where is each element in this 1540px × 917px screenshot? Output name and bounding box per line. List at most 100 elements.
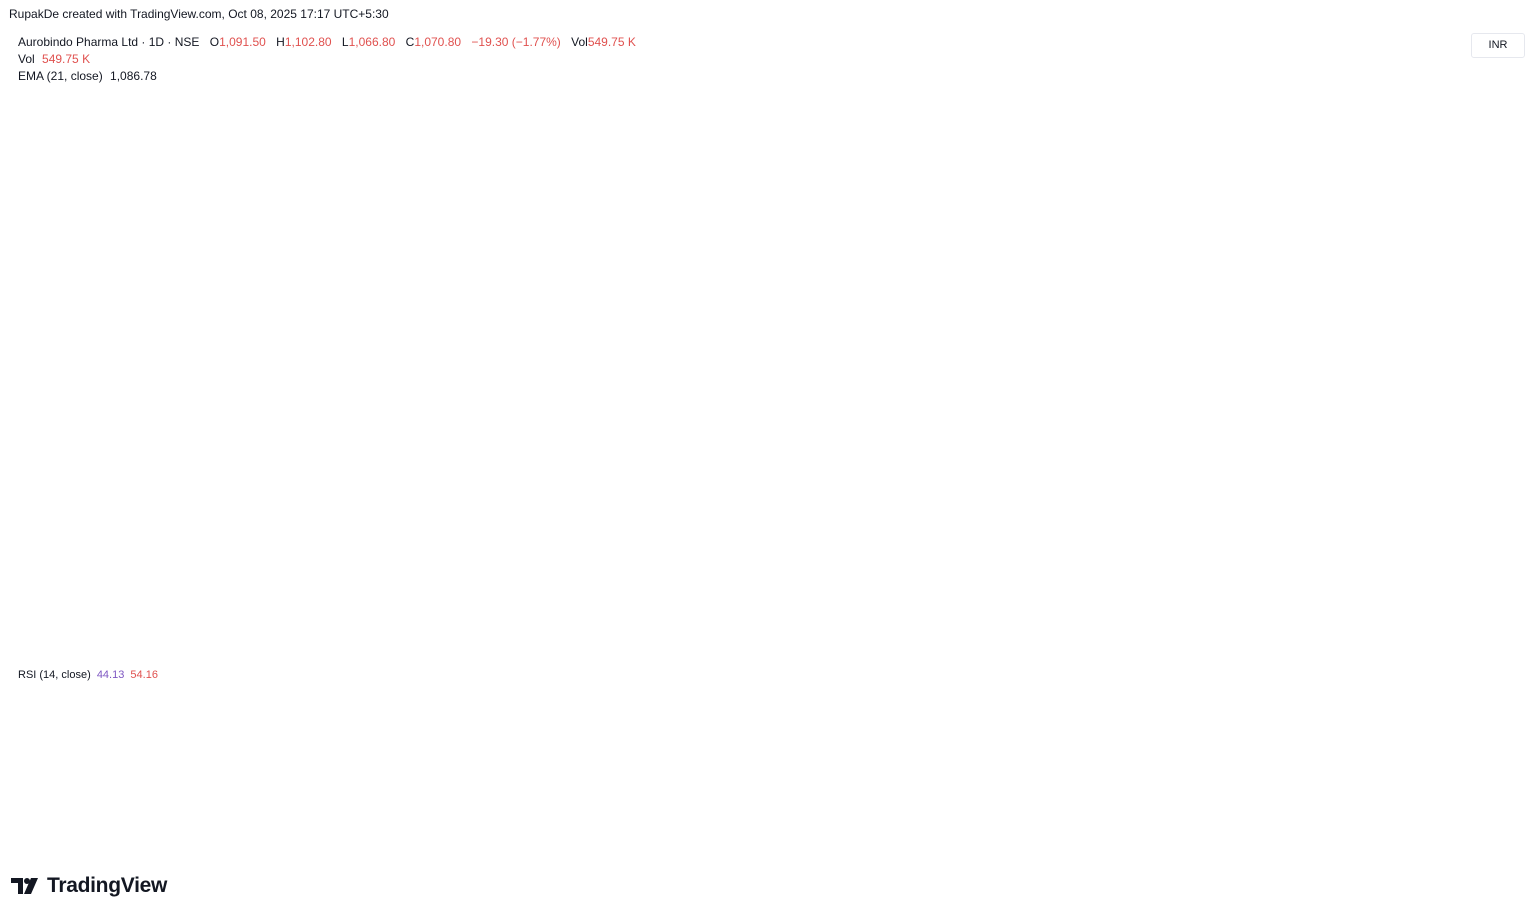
candle-body (527, 341, 533, 354)
candle (862, 344, 868, 486)
candle-body (558, 291, 565, 308)
candle-body (949, 439, 956, 447)
candle (391, 216, 397, 393)
candle (806, 394, 812, 426)
volume-bar (526, 636, 534, 660)
candle-body (806, 397, 812, 425)
candle (1053, 525, 1060, 563)
candle (790, 334, 796, 367)
volume-bar (279, 645, 286, 660)
candle (854, 287, 860, 362)
volume-bar (414, 642, 422, 660)
candle-body (231, 433, 238, 440)
candle-body (311, 127, 317, 197)
volume-bar (335, 636, 342, 660)
volume-bar (1205, 645, 1212, 660)
candle-body (159, 190, 166, 245)
rsi-value: 44.13 (96, 669, 125, 681)
volume-bar (55, 640, 63, 660)
ema-legend[interactable]: EMA (21, close) 1,086.78 (18, 69, 157, 83)
price-tick-label: 1,120.00 (1477, 377, 1520, 389)
candle (104, 398, 110, 455)
candle-body (1213, 426, 1219, 444)
candle-body (894, 497, 900, 518)
volume-bar (486, 620, 494, 660)
volume-bar (670, 624, 677, 660)
candle-body (327, 163, 333, 218)
volume-bar (15, 641, 23, 660)
volume-bar (1157, 623, 1164, 660)
candle (64, 395, 70, 434)
symbol-name[interactable]: Aurobindo Pharma Ltd · 1D · NSE (18, 35, 200, 49)
volume-bar (263, 635, 270, 660)
candle (1085, 387, 1091, 442)
volume-legend[interactable]: Vol 549.75 K (18, 52, 90, 66)
volume-bar (95, 640, 103, 660)
candle (128, 297, 134, 365)
rsi-tick-label: 50.00 (1477, 744, 1505, 756)
volume-bar (255, 635, 262, 660)
time-tick-label: Nov (1350, 837, 1370, 849)
candle (335, 168, 341, 212)
volume-bar (23, 640, 31, 660)
price-axis[interactable]: 1,280.00 1,260.00 1,240.00 1,220.00 1,200.00… (1477, 72, 1520, 657)
volume-bar (1069, 624, 1076, 660)
candle (415, 178, 421, 215)
candle-body (503, 289, 509, 337)
open-label: O (209, 35, 220, 49)
drawings[interactable] (818, 258, 1233, 465)
candle (319, 122, 325, 206)
time-tick-label: Aug (853, 837, 873, 849)
volume-bar (989, 605, 997, 660)
volume-bar (646, 642, 653, 660)
volume-bar (813, 637, 821, 660)
dot-drawing[interactable] (818, 258, 823, 261)
volume-value: 549.75 K (587, 35, 636, 49)
volume-bar (909, 642, 917, 660)
candle (247, 412, 254, 490)
volume-bar (215, 515, 222, 660)
candle (534, 308, 541, 350)
volume-bar (1101, 633, 1108, 660)
rsi-tick-label: 70.00 (1477, 673, 1505, 685)
volume-bar (566, 631, 574, 660)
candle-body (630, 433, 637, 447)
candle (965, 520, 972, 568)
candle (351, 140, 357, 208)
volume-bar (598, 603, 606, 660)
candle (750, 336, 756, 388)
price-tick-label: 1,023.00 (1477, 584, 1520, 596)
rsi-axis[interactable]: 70.00 60.00 50.00 40.00 30.00 (1477, 673, 1505, 827)
volume-bar (1173, 631, 1180, 660)
candle-body (989, 498, 996, 541)
candle-body (487, 255, 493, 337)
candle-body (295, 148, 301, 228)
currency-button[interactable]: INR (1471, 33, 1525, 58)
candle (694, 302, 700, 343)
candle (798, 347, 804, 433)
candle (989, 497, 996, 545)
volume-bar (1133, 628, 1140, 660)
price-tick-label: 1,100.00 (1477, 418, 1520, 430)
candle-body (1109, 432, 1115, 434)
time-tick-label: Mar (31, 837, 50, 849)
volume-bar (478, 606, 486, 660)
trendline-drawing[interactable] (1149, 455, 1233, 465)
candles (8, 88, 1227, 632)
candle (1029, 549, 1036, 596)
candle (662, 353, 669, 394)
volume-bar (638, 652, 645, 660)
candle (1181, 430, 1187, 468)
tradingview-logo[interactable]: TradingView (11, 874, 167, 898)
candle (519, 326, 525, 373)
volume-bar (973, 620, 981, 660)
volume-bar (407, 643, 414, 660)
candle-body (1149, 404, 1155, 443)
candle-body (638, 424, 645, 431)
price-tick-label: 1,260.00 (1477, 108, 1520, 120)
candle-body (614, 421, 621, 470)
symbol-legend[interactable]: Aurobindo Pharma Ltd · 1D · NSE O1,091.5… (18, 35, 636, 49)
time-axis[interactable]: Mar Apr May Jun Jul Aug Sep Oct Nov (31, 837, 1369, 849)
rsi-legend[interactable]: RSI (14, close) 44.13 54.16 (18, 669, 158, 681)
